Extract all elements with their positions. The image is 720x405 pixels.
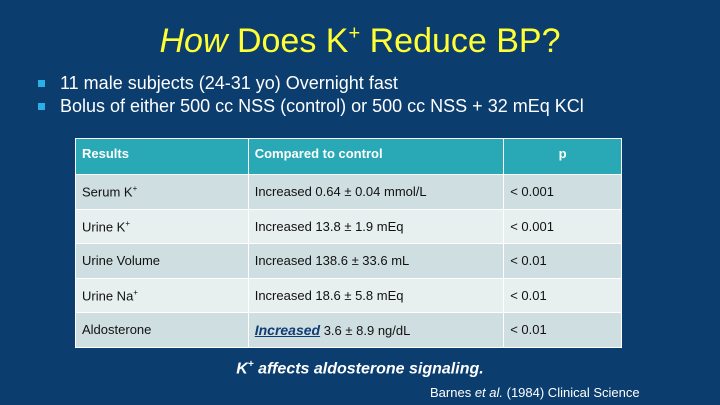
result-label: Urine Volume [82,253,161,269]
p-cell: < 0.01 [503,243,622,279]
slide-title: How Does K+ Reduce BP? [0,22,720,61]
conclusion-superscript: + [247,359,254,370]
bullet-text: Bolus of either 500 cc NSS (control) or … [60,96,584,116]
title-superscript: + [348,22,361,45]
conclusion-end: affects aldosterone signaling. [253,360,484,378]
header-results: Results [75,138,249,175]
result-cell: Urine Na+ [75,277,249,313]
table-row: Urine Volume Increased 138.6 ± 33.6 mL <… [75,243,622,279]
result-label: Aldosterone [82,322,152,338]
table-header-row: Results Compared to control p [75,138,622,175]
conclusion-text: K+ affects aldosterone signaling. [0,359,720,378]
result-cell: Urine K+ [75,208,249,244]
title-text: Does K [227,22,349,60]
comparison-emphasis: Increased [254,321,321,338]
comparison-cell: Increased 0.64 ± 0.04 mmol/L [247,174,505,210]
table-row: Aldosterone Increased 3.6 ± 8.9 ng/dL < … [75,312,622,348]
result-cell: Serum K+ [75,174,249,210]
citation-end: (1984) Clinical Science [503,385,640,400]
bullet-square-icon [38,103,45,110]
table-row: Urine Na+ Increased 18.6 ± 5.8 mEq < 0.0… [75,277,622,313]
bullet-item: Bolus of either 500 cc NSS (control) or … [38,95,584,118]
title-text-end: Reduce BP? [360,22,561,60]
comparison-cell: Increased 18.6 ± 5.8 mEq [247,277,505,313]
result-cell: Aldosterone [75,312,249,348]
result-cell: Urine Volume [75,243,249,279]
bullet-item: 11 male subjects (24-31 yo) Overnight fa… [38,72,584,95]
comparison-cell: Increased 3.6 ± 8.9 ng/dL [247,312,505,348]
bullet-text: 11 male subjects (24-31 yo) Overnight fa… [60,73,398,93]
p-cell: < 0.001 [503,174,622,210]
results-table: Results Compared to control p Serum K+ I… [75,138,622,348]
bullet-list: 11 male subjects (24-31 yo) Overnight fa… [38,72,584,118]
result-label: Serum K [82,184,133,200]
title-emphasis: How [159,22,228,60]
table-row: Urine K+ Increased 13.8 ± 1.9 mEq < 0.00… [75,208,622,244]
table-row: Serum K+ Increased 0.64 ± 0.04 mmol/L < … [75,174,622,210]
result-sup: + [132,184,138,194]
comparison-cell: Increased 13.8 ± 1.9 mEq [247,208,505,244]
citation-start: Barnes [430,385,475,400]
result-label: Urine K [82,218,126,234]
citation: Barnes et al. (1984) Clinical Science [430,385,640,400]
comparison-text: 3.6 ± 8.9 ng/dL [320,322,411,338]
result-sup: + [125,218,131,228]
result-sup: + [133,287,138,297]
header-p: p [503,138,622,175]
bullet-square-icon [38,80,45,87]
citation-emphasis: et al. [474,385,503,400]
conclusion-start: K [236,360,248,378]
result-label: Urine Na [82,287,134,303]
p-cell: < 0.01 [503,312,622,348]
p-cell: < 0.001 [503,208,622,244]
comparison-cell: Increased 138.6 ± 33.6 mL [247,243,505,279]
header-comparison: Compared to control [247,138,505,175]
p-cell: < 0.01 [503,277,622,313]
